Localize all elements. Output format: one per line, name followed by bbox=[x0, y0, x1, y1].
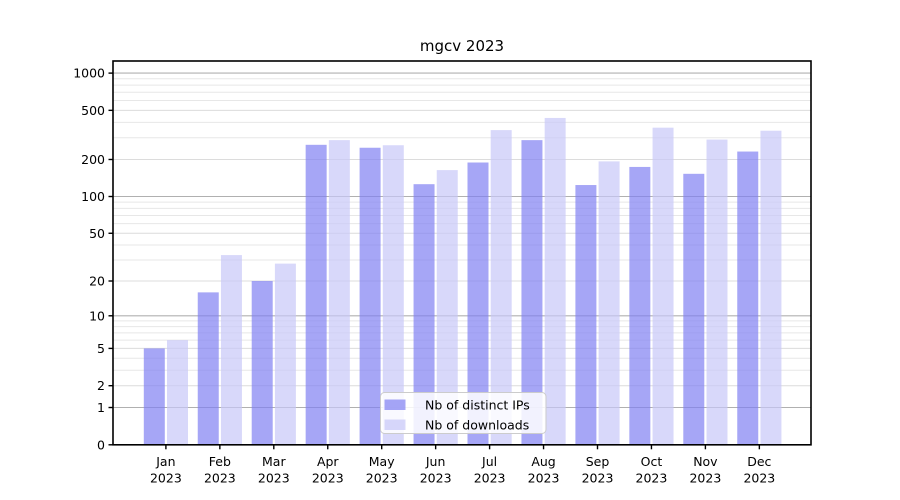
bar-distinct-ips-apr bbox=[305, 144, 327, 445]
x-tick-label-year: 2023 bbox=[528, 471, 560, 486]
bar-distinct-ips-jun bbox=[413, 184, 435, 445]
y-tick-label: 1 bbox=[97, 400, 105, 415]
x-tick-label-month: Jan bbox=[155, 454, 175, 469]
x-tick-label-month: Aug bbox=[531, 454, 555, 469]
x-tick-label-month: Nov bbox=[693, 454, 718, 469]
x-tick-label-year: 2023 bbox=[420, 471, 452, 486]
bar-distinct-ips-dec bbox=[737, 151, 759, 445]
x-tick-label-year: 2023 bbox=[689, 471, 721, 486]
chart-title: mgcv 2023 bbox=[419, 37, 505, 55]
bar-downloads-oct bbox=[652, 127, 674, 445]
x-tick-label-year: 2023 bbox=[582, 471, 614, 486]
y-tick-label: 1000 bbox=[73, 66, 105, 81]
y-tick-label: 10 bbox=[89, 308, 105, 323]
bar-downloads-sep bbox=[598, 161, 620, 445]
x-tick-label-month: Apr bbox=[317, 454, 339, 469]
y-tick-label: 5 bbox=[97, 341, 105, 356]
bar-distinct-ips-sep bbox=[575, 185, 597, 445]
x-tick-label-month: Sep bbox=[586, 454, 610, 469]
x-tick-label-month: Dec bbox=[747, 454, 771, 469]
x-tick-label-month: Jun bbox=[425, 454, 446, 469]
y-tick-label: 50 bbox=[89, 226, 105, 241]
bar-distinct-ips-jan bbox=[143, 348, 165, 445]
bar-distinct-ips-aug bbox=[521, 140, 543, 445]
bar-downloads-aug bbox=[544, 117, 566, 445]
x-tick-label-month: May bbox=[369, 454, 395, 469]
legend-swatch-distinct-ips bbox=[384, 399, 406, 410]
legend-swatch-downloads bbox=[384, 419, 406, 430]
bar-downloads-jul bbox=[490, 130, 512, 445]
plot-spine bbox=[112, 60, 812, 446]
x-tick-label-year: 2023 bbox=[150, 471, 182, 486]
y-tick-label: 200 bbox=[81, 152, 105, 167]
bar-downloads-feb bbox=[220, 255, 242, 445]
x-tick-label-year: 2023 bbox=[366, 471, 398, 486]
bar-downloads-may bbox=[382, 145, 404, 445]
y-tick-label: 500 bbox=[81, 103, 105, 118]
y-tick-label: 2 bbox=[97, 378, 105, 393]
bar-downloads-jun bbox=[436, 170, 458, 445]
x-tick-label-year: 2023 bbox=[204, 471, 236, 486]
y-tick-label: 20 bbox=[89, 274, 105, 289]
x-tick-label-year: 2023 bbox=[636, 471, 668, 486]
bar-downloads-apr bbox=[328, 140, 350, 445]
x-tick-label-year: 2023 bbox=[743, 471, 775, 486]
x-tick-label-month: Feb bbox=[209, 454, 231, 469]
bar-downloads-mar bbox=[274, 263, 296, 445]
bar-distinct-ips-feb bbox=[197, 292, 219, 445]
legend-label-distinct-ips: Nb of distinct IPs bbox=[425, 397, 530, 412]
bar-distinct-ips-oct bbox=[629, 166, 651, 445]
bar-downloads-jan bbox=[167, 340, 188, 445]
x-tick-label-month: Oct bbox=[641, 454, 663, 469]
x-tick-label-month: Mar bbox=[262, 454, 286, 469]
bar-downloads-nov bbox=[706, 139, 728, 445]
y-tick-label: 100 bbox=[81, 189, 105, 204]
bar-downloads-dec bbox=[760, 130, 782, 445]
legend-label-downloads: Nb of downloads bbox=[425, 417, 529, 432]
x-tick-label-year: 2023 bbox=[474, 471, 506, 486]
x-tick-label-month: Jul bbox=[481, 454, 497, 469]
legend-box bbox=[380, 392, 547, 434]
bar-distinct-ips-nov bbox=[683, 173, 705, 445]
x-tick-label-year: 2023 bbox=[312, 471, 344, 486]
bar-distinct-ips-may bbox=[359, 147, 381, 445]
y-tick-label: 0 bbox=[97, 437, 105, 452]
bar-distinct-ips-jul bbox=[467, 162, 489, 445]
bar-distinct-ips-mar bbox=[251, 281, 273, 445]
x-tick-label-year: 2023 bbox=[258, 471, 290, 486]
